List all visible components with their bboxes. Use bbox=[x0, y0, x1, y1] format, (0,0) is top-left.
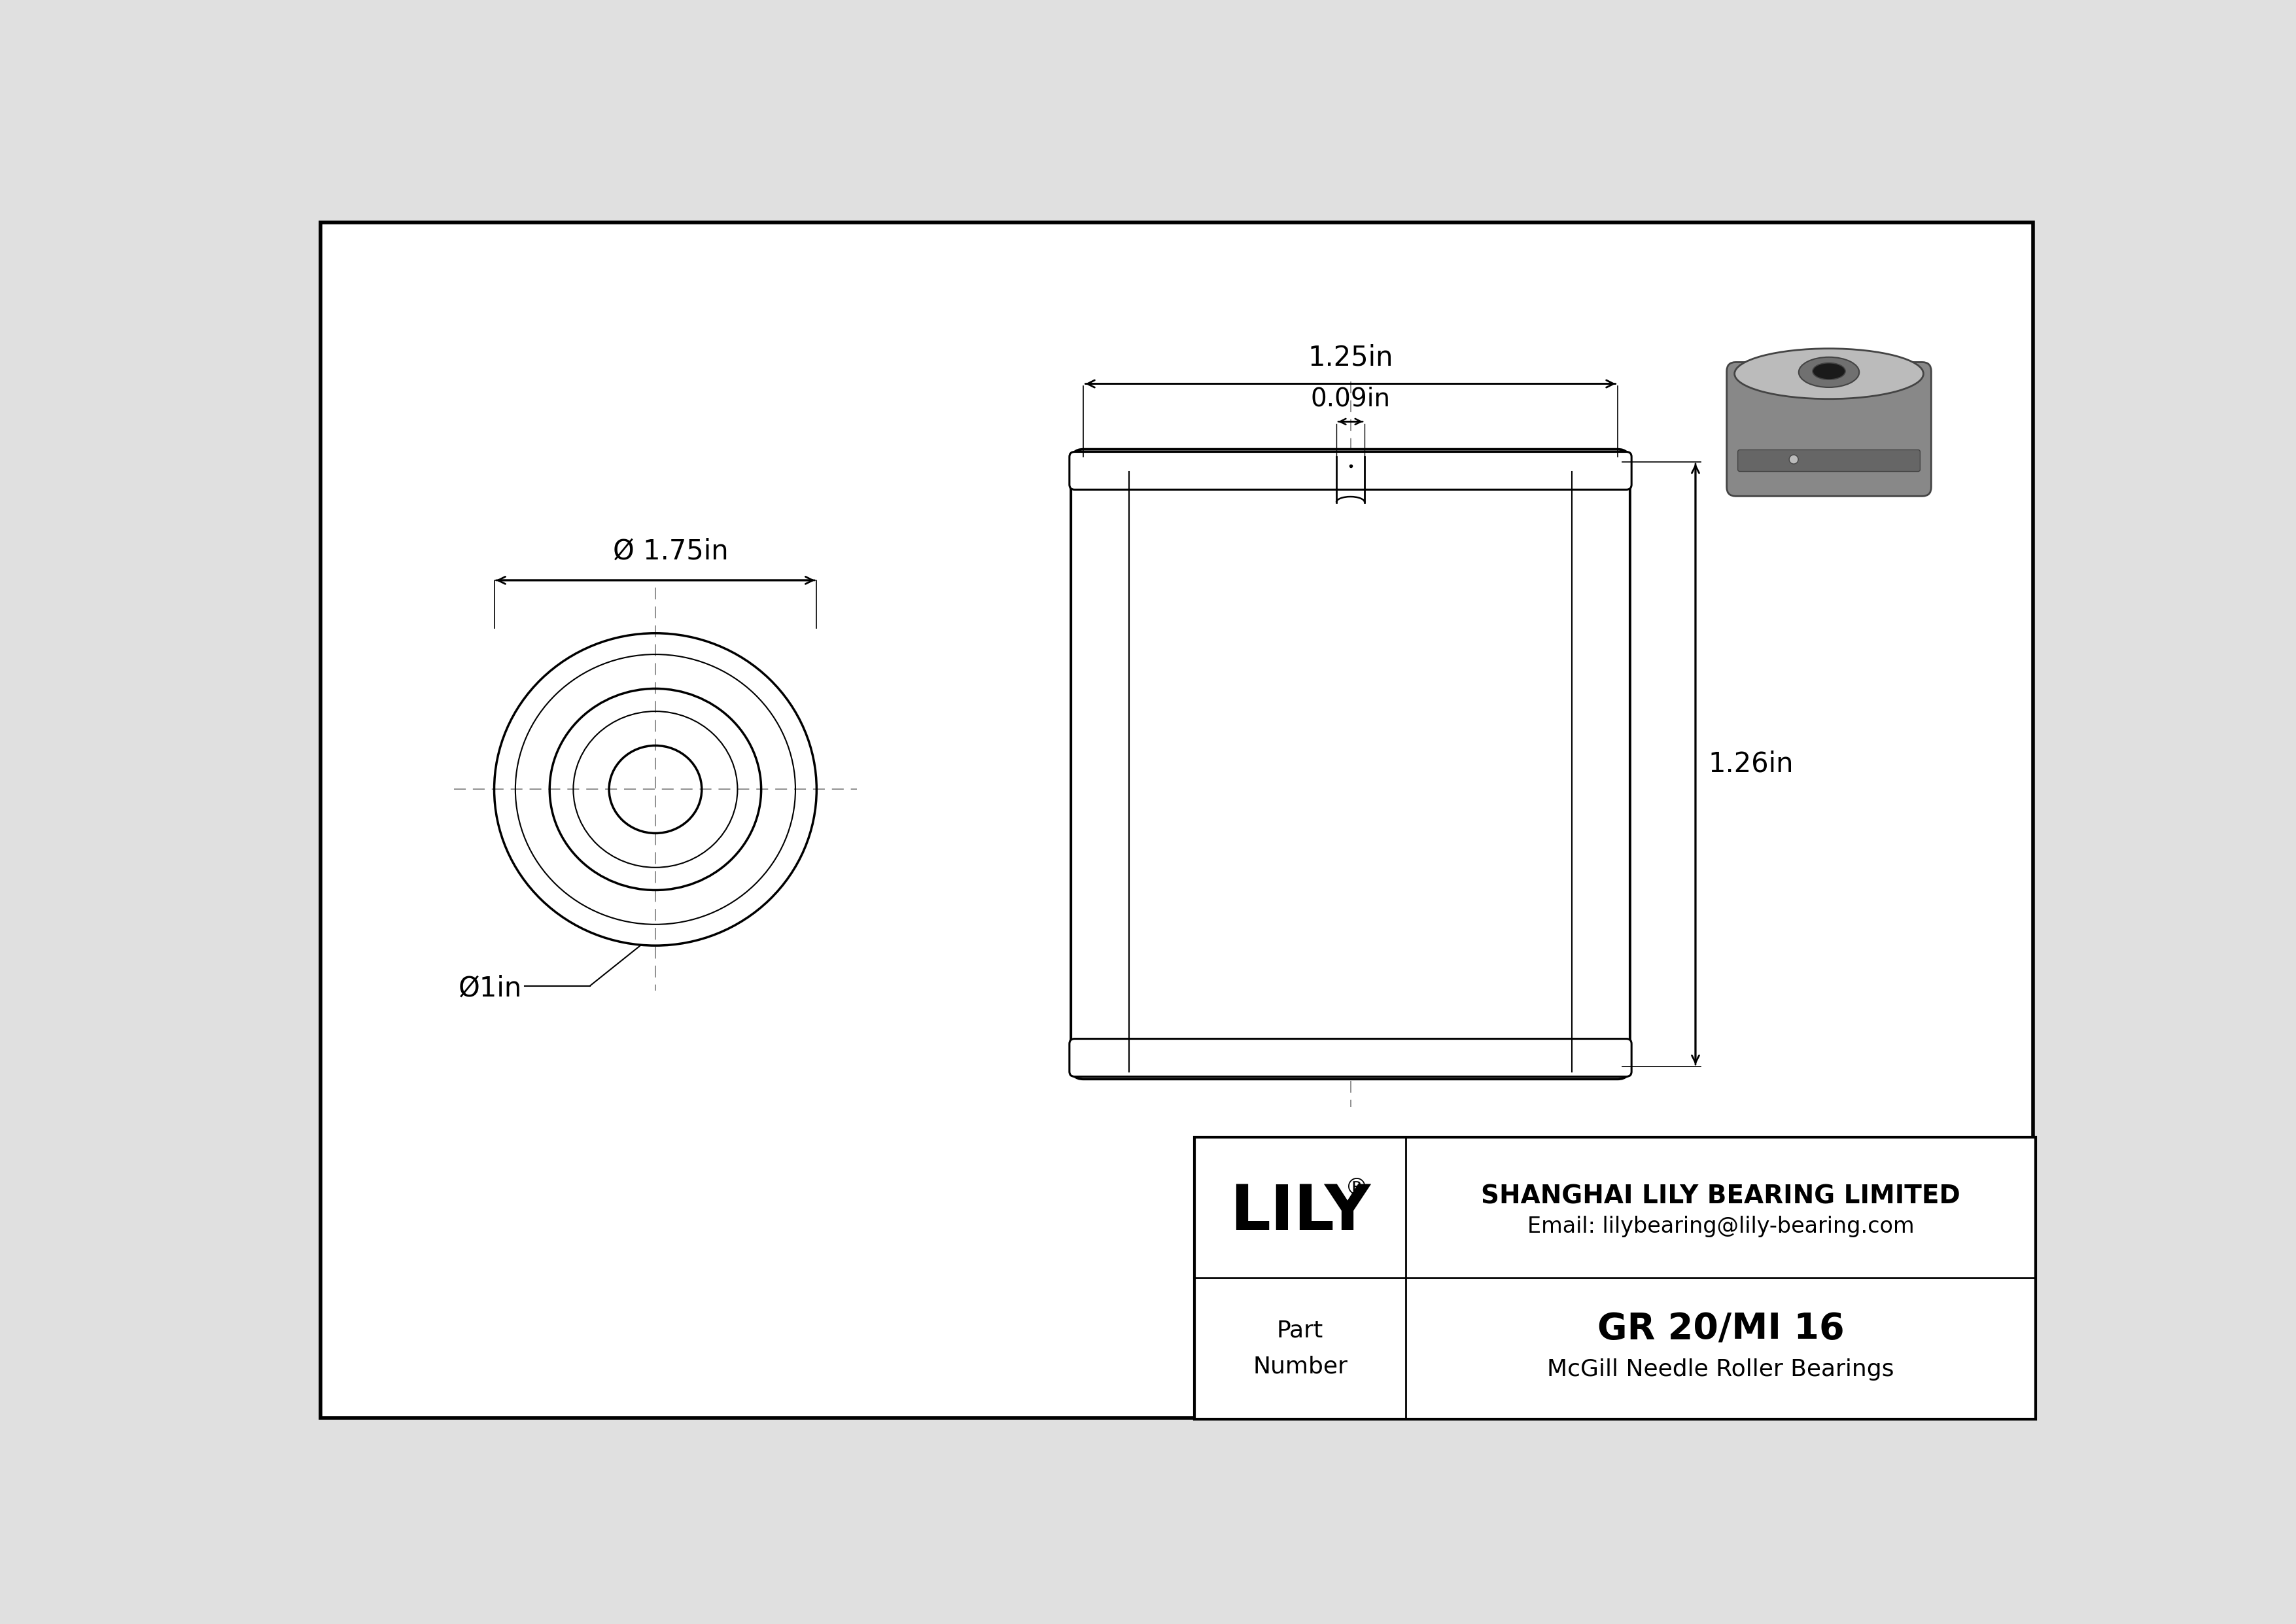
Text: 1.25in: 1.25in bbox=[1309, 344, 1394, 372]
Ellipse shape bbox=[1812, 362, 1846, 380]
Text: Email: lilybearing@lily-bearing.com: Email: lilybearing@lily-bearing.com bbox=[1527, 1216, 1915, 1237]
Text: Ø1in: Ø1in bbox=[459, 974, 521, 1002]
FancyBboxPatch shape bbox=[1727, 362, 1931, 497]
Text: Part
Number: Part Number bbox=[1254, 1319, 1348, 1377]
Text: ®: ® bbox=[1345, 1177, 1368, 1200]
FancyBboxPatch shape bbox=[1070, 450, 1630, 1078]
FancyBboxPatch shape bbox=[1070, 1039, 1632, 1077]
FancyBboxPatch shape bbox=[1070, 451, 1632, 489]
Text: 1.26in: 1.26in bbox=[1708, 750, 1793, 778]
Text: Ø 1.75in: Ø 1.75in bbox=[613, 538, 728, 565]
Ellipse shape bbox=[1798, 357, 1860, 388]
Text: LILY: LILY bbox=[1231, 1182, 1371, 1242]
Text: GR 20/MI 16: GR 20/MI 16 bbox=[1598, 1312, 1844, 1348]
Text: SHANGHAI LILY BEARING LIMITED: SHANGHAI LILY BEARING LIMITED bbox=[1481, 1184, 1961, 1208]
Circle shape bbox=[1789, 455, 1798, 464]
Text: McGill Needle Roller Bearings: McGill Needle Roller Bearings bbox=[1548, 1359, 1894, 1380]
Bar bbox=[1194, 1137, 2037, 1419]
FancyBboxPatch shape bbox=[1738, 450, 1919, 471]
Text: 0.09in: 0.09in bbox=[1311, 387, 1391, 411]
Ellipse shape bbox=[1733, 349, 1924, 400]
